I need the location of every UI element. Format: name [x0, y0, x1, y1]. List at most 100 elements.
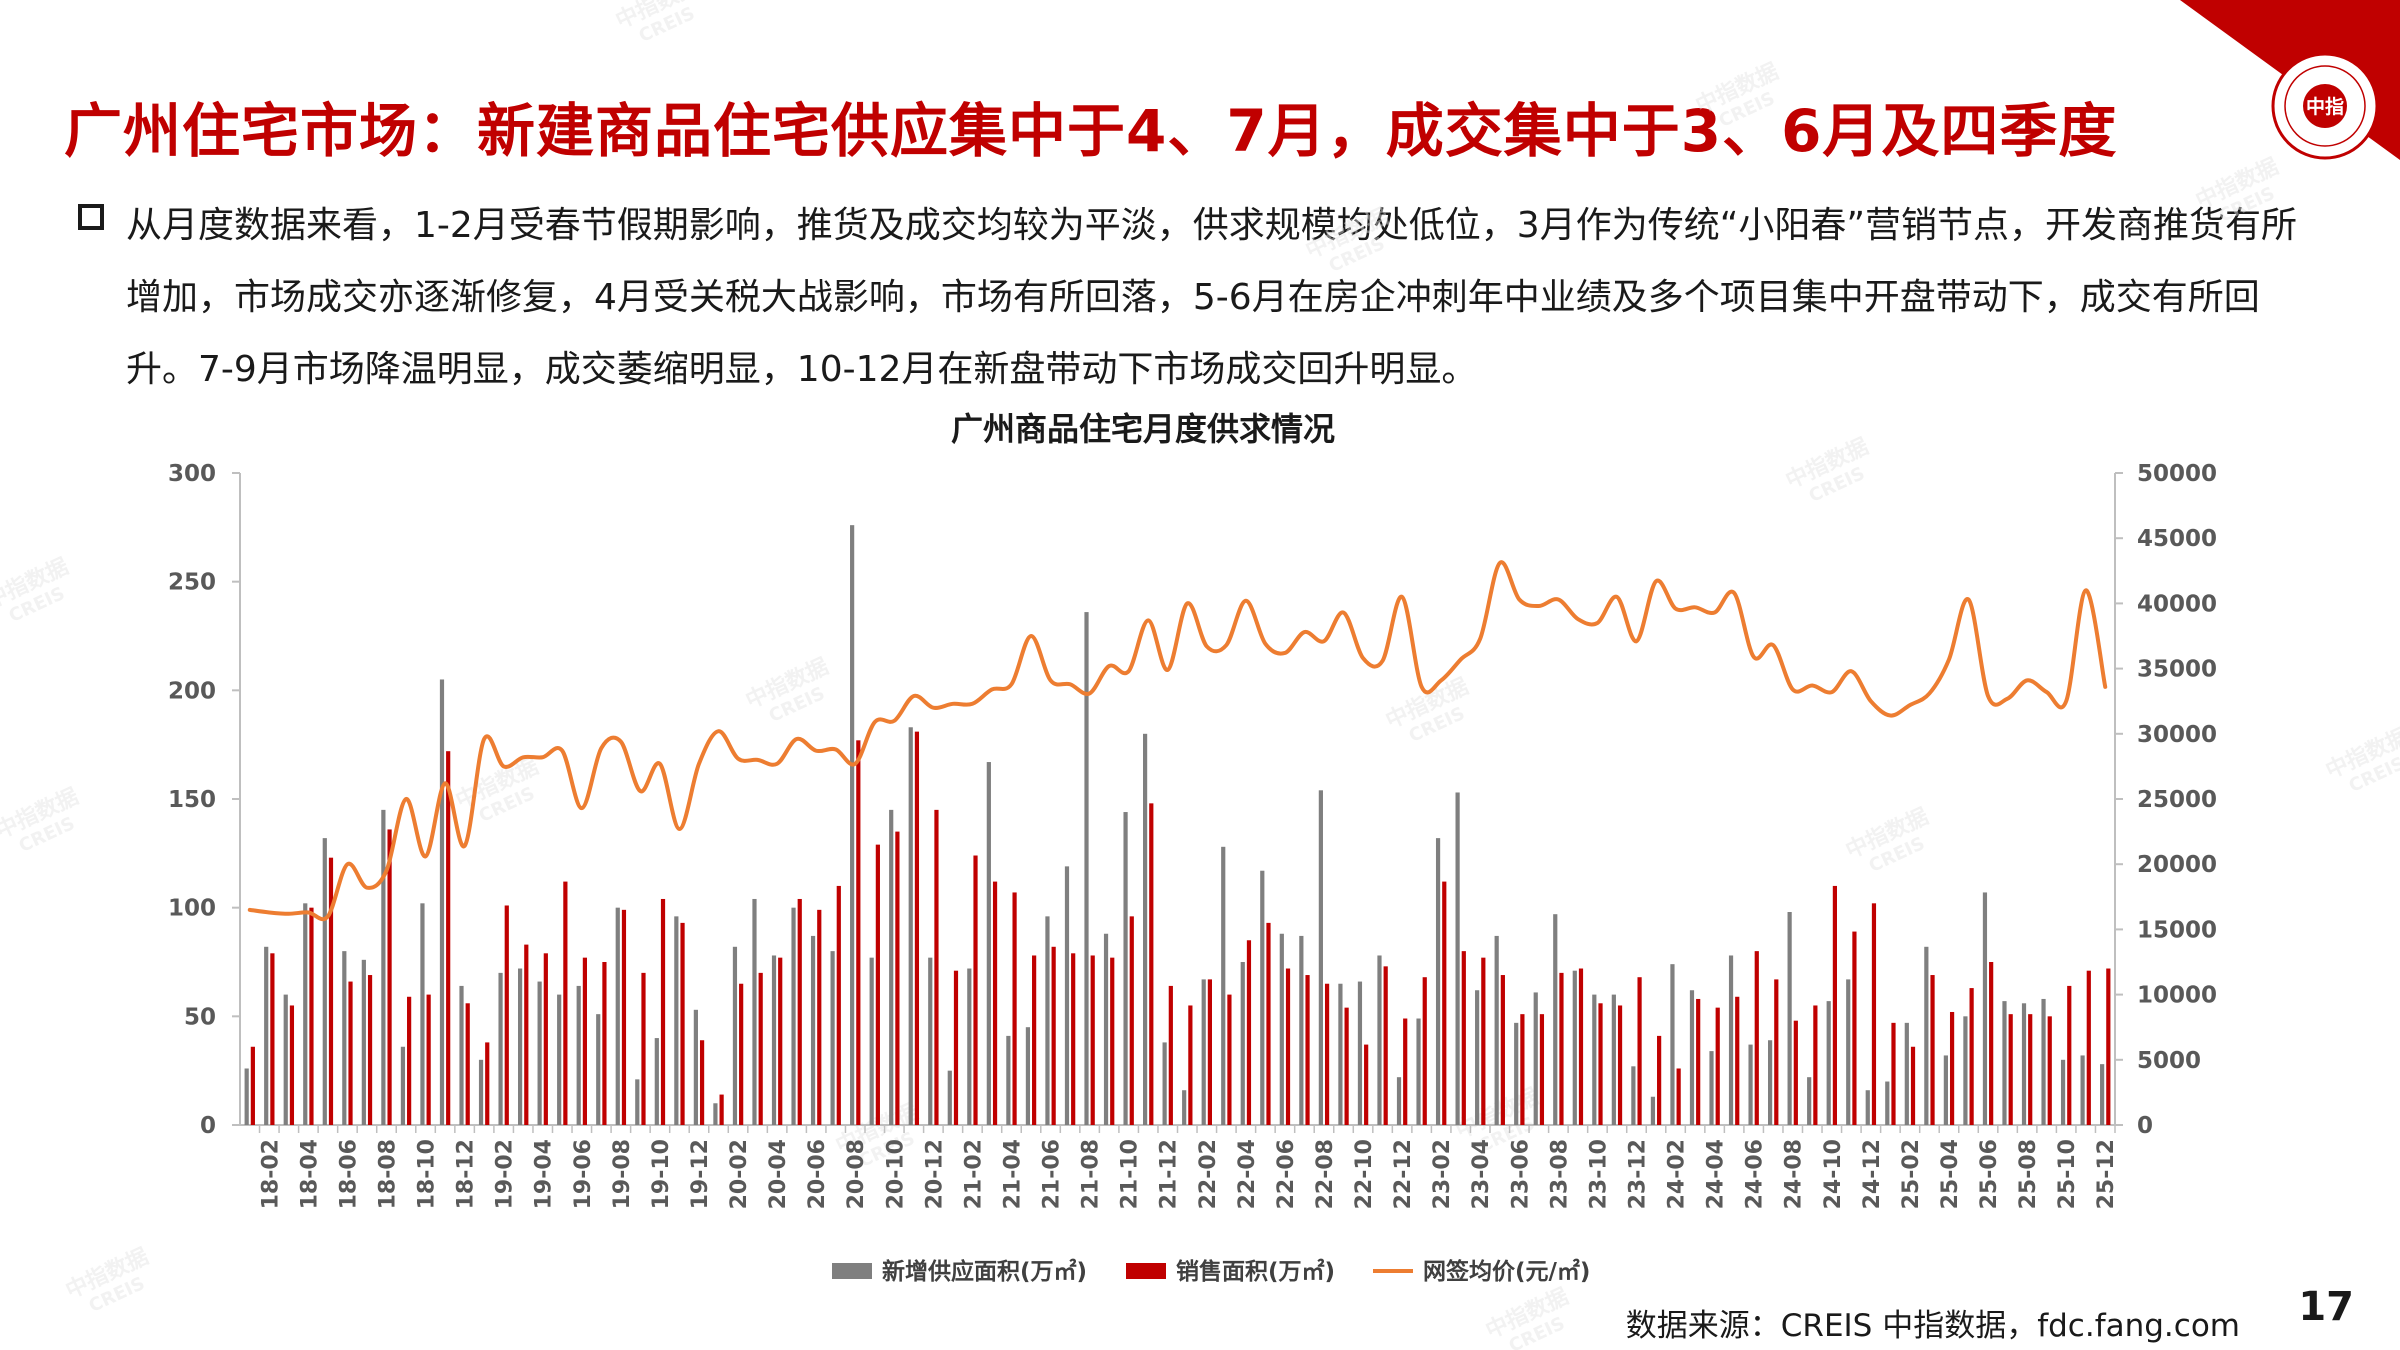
supply-bar: [615, 907, 620, 1125]
sales-bar: [1207, 979, 1212, 1125]
supply-bar: [2021, 1003, 2027, 1125]
sales-bar: [1949, 1011, 1955, 1125]
x-tick-label: 24-02: [1665, 1139, 1690, 1209]
supply-bar: [928, 957, 933, 1125]
supply-bar: [1006, 1035, 1011, 1125]
supply-bar: [1807, 1077, 1812, 1125]
sales-bar: [1832, 885, 1837, 1125]
supply-bar: [439, 679, 445, 1125]
sales-bar: [2008, 1014, 2013, 1125]
x-tick-label: 22-08: [1313, 1139, 1338, 1209]
supply-bar: [381, 809, 386, 1125]
supply-bar: [1318, 790, 1323, 1125]
sales-bar: [270, 953, 275, 1125]
right-tick-label: 40000: [2137, 591, 2217, 617]
x-tick-label: 25-10: [2055, 1139, 2080, 1209]
supply-bar: [1846, 979, 1851, 1125]
x-tick-label: 24-10: [1821, 1139, 1846, 1209]
supply-bar: [303, 903, 308, 1125]
x-tick-label: 20-12: [922, 1139, 947, 1209]
sales-bar: [1422, 977, 1427, 1125]
sales-bar: [973, 855, 978, 1125]
sales-bar: [1110, 957, 1115, 1125]
supply-bar: [2060, 1059, 2066, 1125]
sales-bar: [934, 809, 939, 1125]
sales-bar: [758, 972, 763, 1125]
sales-bar: [1910, 1046, 1916, 1125]
x-tick-label: 21-02: [961, 1139, 986, 1209]
x-tick-label: 24-12: [1860, 1139, 1885, 1209]
sales-bar: [739, 983, 744, 1125]
sales-bar: [1012, 892, 1017, 1125]
left-tick-label: 250: [168, 570, 216, 596]
x-tick-label: 22-02: [1196, 1139, 1221, 1209]
supply-bar: [1182, 1090, 1187, 1125]
supply-bar: [1494, 935, 1499, 1125]
sales-bar: [2067, 985, 2072, 1125]
sales-bar: [836, 885, 841, 1125]
supply-bar: [1865, 1090, 1870, 1125]
sales-bar: [1852, 931, 1857, 1125]
supply-bar: [1338, 983, 1343, 1125]
supply-bar: [889, 809, 894, 1125]
sales-bar: [1403, 1018, 1408, 1125]
sales-bar: [582, 957, 587, 1125]
sales-bar: [1324, 983, 1330, 1125]
supply-bar: [1221, 846, 1226, 1125]
right-tick-label: 50000: [2137, 461, 2217, 487]
supply-bar: [1943, 1055, 1948, 1125]
supply-bar: [1103, 933, 1109, 1125]
x-tick-label: 18-10: [415, 1139, 440, 1209]
supply-bar: [713, 1103, 718, 1125]
supply-bar: [850, 525, 855, 1125]
supply-bar: [342, 951, 347, 1125]
sales-bar: [1168, 985, 1173, 1125]
sales-bar: [2047, 1016, 2052, 1125]
legend-swatch-0: [832, 1263, 872, 1279]
supply-bar: [596, 1014, 601, 1125]
sales-bar: [1461, 951, 1466, 1125]
supply-bar: [1689, 990, 1695, 1125]
x-tick-label: 24-04: [1704, 1139, 1729, 1209]
sales-bar: [719, 1094, 724, 1125]
supply-bar: [1768, 1040, 1773, 1125]
sales-bar: [1481, 957, 1486, 1125]
supply-bar: [869, 957, 874, 1125]
x-tick-label: 22-12: [1391, 1139, 1416, 1209]
china-index-academy-logo: 中指: [2180, 0, 2400, 160]
supply-bar: [1650, 1096, 1656, 1125]
sales-bar: [1539, 1014, 1545, 1125]
supply-bar: [1240, 962, 1245, 1125]
x-tick-label: 23-12: [1625, 1139, 1650, 1209]
sales-bar: [1149, 803, 1154, 1125]
sales-bar: [699, 1040, 705, 1125]
supply-bar: [478, 1059, 484, 1125]
supply-bar: [420, 903, 425, 1125]
x-tick-label: 18-12: [454, 1139, 479, 1209]
x-tick-label: 23-02: [1430, 1139, 1455, 1209]
sales-bar: [387, 829, 392, 1125]
legend-swatch-1: [1126, 1263, 1166, 1279]
x-tick-label: 24-08: [1782, 1139, 1807, 1209]
supply-bar: [810, 935, 816, 1125]
right-tick-label: 45000: [2137, 526, 2217, 552]
right-tick-label: 25000: [2137, 787, 2217, 813]
supply-bar: [654, 1038, 659, 1125]
sales-bar: [543, 953, 548, 1125]
sales-bar: [1637, 977, 1642, 1125]
x-tick-label: 21-10: [1118, 1139, 1143, 1209]
supply-bar: [1748, 1044, 1753, 1125]
supply-bar: [1553, 914, 1558, 1125]
sales-bar: [875, 844, 880, 1125]
sales-bar: [1715, 1007, 1720, 1125]
supply-bar: [1904, 1022, 1909, 1125]
supply-bar: [537, 981, 542, 1125]
right-tick-label: 15000: [2137, 917, 2217, 943]
